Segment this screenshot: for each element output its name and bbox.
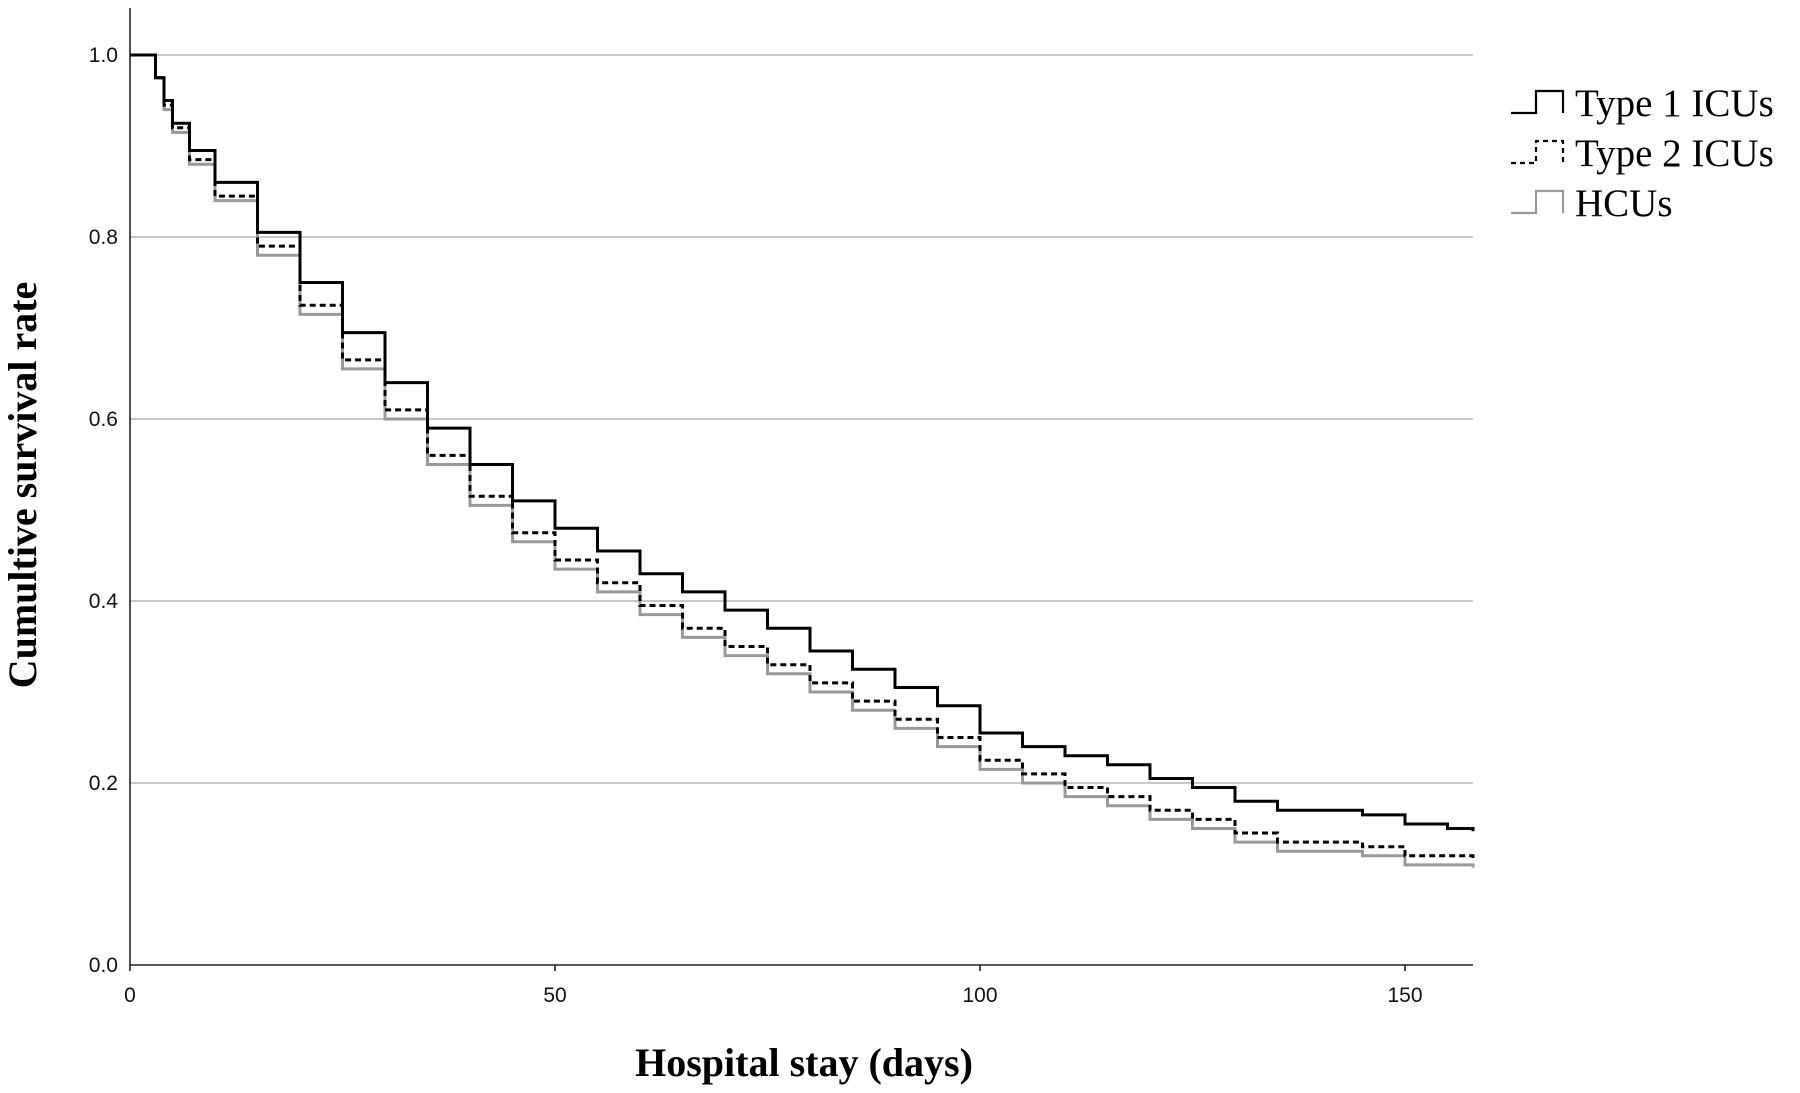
- series-line-0: [130, 53, 1475, 832]
- y-tick-label: 0.6: [89, 408, 118, 431]
- grid-lines: [130, 54, 1473, 784]
- y-tick-label: 0.4: [89, 590, 119, 613]
- series-line-2: [130, 53, 1475, 868]
- legend-swatch-type1: [1511, 89, 1565, 115]
- y-tick-label: 1.0: [89, 44, 118, 67]
- y-axis-title: Cumultive survival rate: [0, 282, 45, 689]
- x-tick-label: 0: [124, 984, 136, 1007]
- series-line-1: [130, 53, 1475, 859]
- legend-item-type1: Type 1 ICUs: [1511, 82, 1774, 125]
- legend-label-type2: Type 2 ICUs: [1575, 132, 1774, 175]
- y-tick-labels: 0.0 0.2 0.4 0.6 0.8 1.0: [89, 44, 119, 977]
- x-tick-label: 150: [1387, 984, 1422, 1007]
- legend-item-hcus: HCUs: [1511, 182, 1673, 225]
- legend-swatch-type2: [1511, 139, 1565, 165]
- legend: Type 1 ICUs Type 2 ICUs HCUs: [1511, 82, 1774, 225]
- y-tick-label: 0.2: [89, 772, 118, 795]
- series-lines: [130, 53, 1475, 868]
- legend-swatch-hcus: [1511, 189, 1565, 215]
- legend-item-type2: Type 2 ICUs: [1511, 132, 1774, 175]
- legend-label-type1: Type 1 ICUs: [1575, 82, 1774, 125]
- x-tick-labels: 0 50 100 150: [124, 965, 1423, 1007]
- y-tick-label: 0.8: [89, 226, 118, 249]
- x-axis-title: Hospital stay (days): [635, 1040, 973, 1085]
- y-tick-label: 0.0: [89, 954, 118, 977]
- x-tick-label: 100: [962, 984, 997, 1007]
- x-tick-label: 50: [543, 984, 566, 1007]
- axes: [129, 8, 1473, 966]
- legend-label-hcus: HCUs: [1575, 182, 1673, 225]
